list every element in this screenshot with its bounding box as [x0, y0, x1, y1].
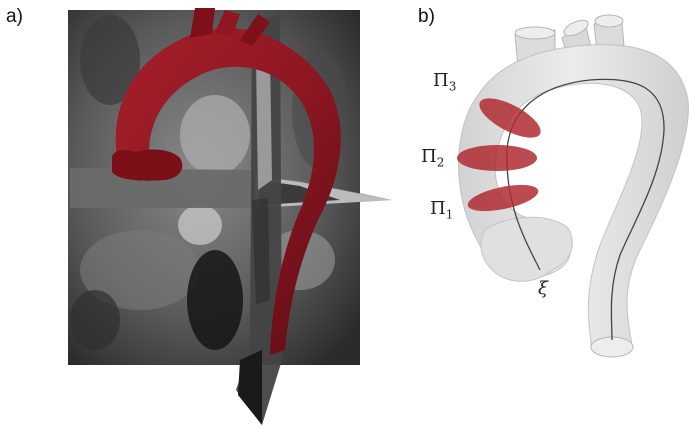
vessel-branch-cap [594, 14, 624, 28]
ct-structure [187, 250, 243, 350]
ct-structure [80, 230, 200, 310]
ct-structure [180, 95, 250, 175]
ct-sagittal-slice-lower [238, 350, 262, 425]
centerline-path [506, 78, 665, 341]
plane-index: 3 [448, 79, 457, 94]
vessel-branch-cap [514, 26, 556, 40]
plane-symbol: Π [421, 146, 437, 167]
plane-symbol: Π [433, 70, 449, 91]
ct-sagittal-slice-front [252, 198, 270, 305]
aortic-root-gray [480, 216, 573, 282]
aorta-branch [190, 8, 215, 38]
aorta-segmentation [115, 28, 341, 356]
panel-a-label: a) [6, 6, 23, 27]
plane-label-pi2: Π2 [421, 146, 444, 170]
aorta-geometry-panel [457, 14, 689, 358]
plane-label-pi3: Π3 [433, 70, 456, 94]
ct-structure [70, 290, 120, 350]
aortic-root [111, 149, 183, 181]
plane-symbol: Π [430, 198, 446, 219]
centerline-label: ξ [538, 278, 548, 299]
ct-structure [178, 205, 222, 245]
ct-sagittal-slice-light [256, 55, 272, 190]
plane-index: 2 [436, 155, 445, 170]
ct-volume-panel [68, 8, 392, 425]
plane-pi1 [467, 184, 539, 212]
aorta-branch [215, 10, 240, 38]
vessel-branch-cap [563, 19, 589, 37]
aorta-branch [240, 14, 270, 46]
plane-index: 1 [445, 207, 454, 222]
plane-label-pi1: Π1 [430, 198, 453, 222]
panel-b-label: b) [418, 6, 435, 27]
plane-pi2 [457, 145, 537, 171]
plane-pi3 [479, 98, 541, 138]
ct-structure [80, 15, 140, 105]
